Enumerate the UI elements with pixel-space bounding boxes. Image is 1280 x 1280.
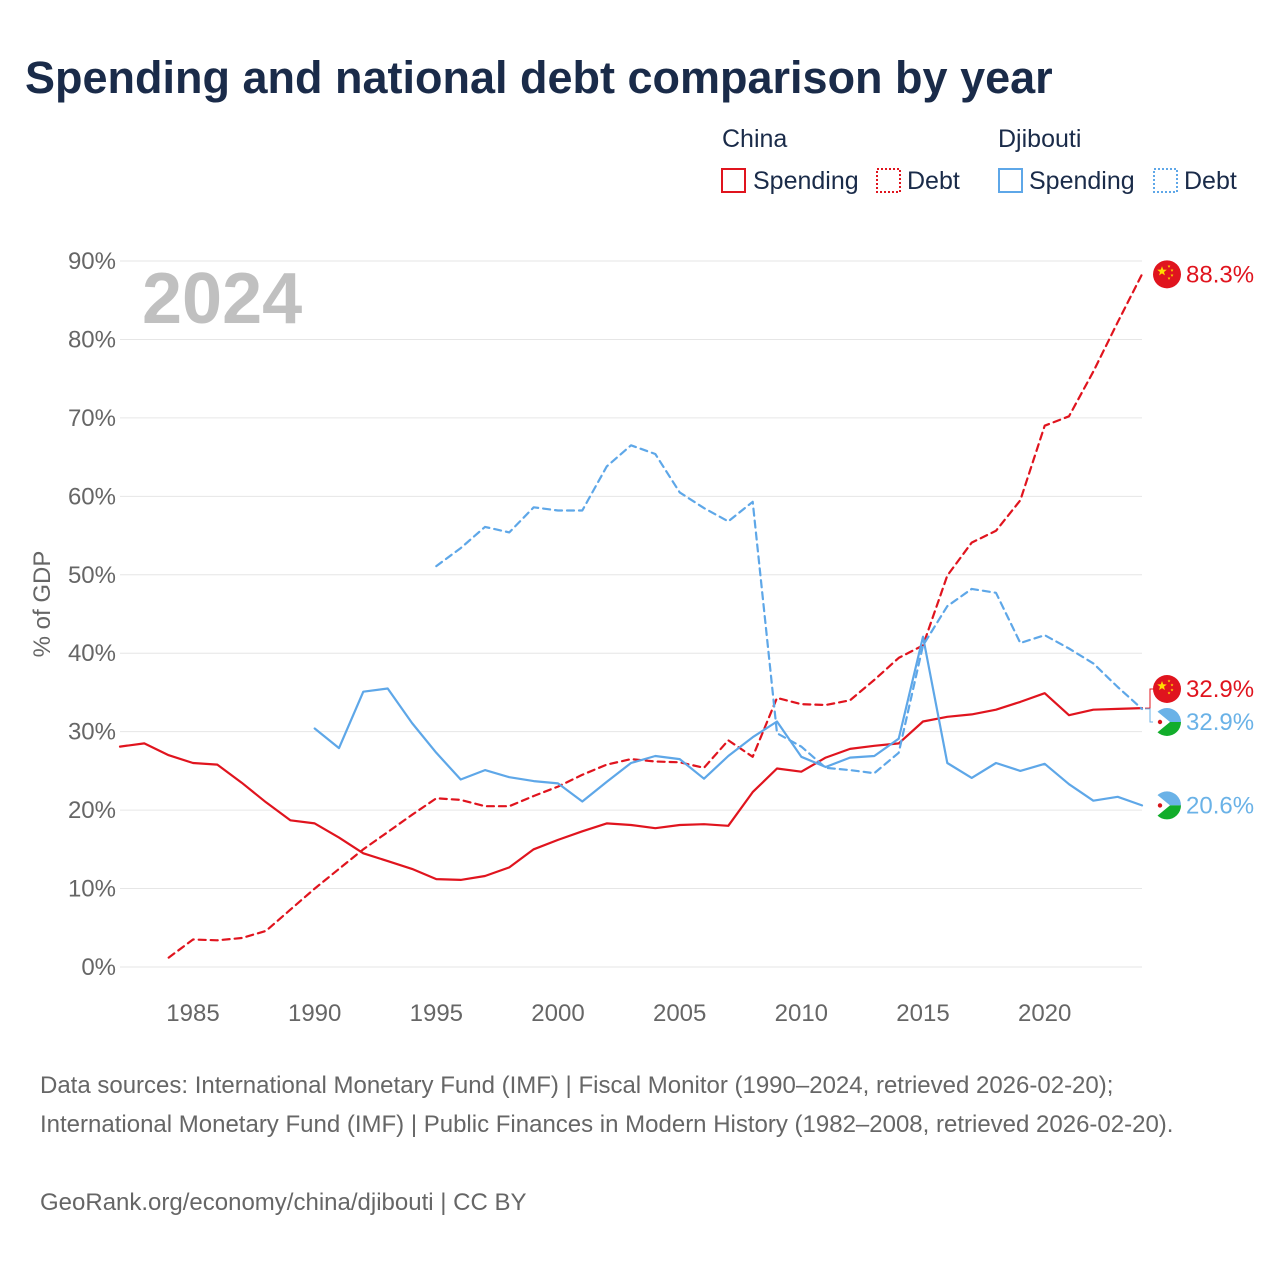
series-line-djibouti-spending[interactable] — [313, 635, 1144, 807]
grid — [120, 260, 1142, 968]
end-labels: 88.3% 32.9% 32.9% 20.6% — [1145, 260, 1254, 820]
end-label-djibouti-debt: 32.9% — [1186, 709, 1254, 736]
legend-swatch-china-spending — [721, 168, 746, 193]
y-tick-label: 50% — [68, 562, 116, 589]
china-flag-icon — [1153, 260, 1181, 289]
legend-item-china-debt[interactable]: Debt — [876, 167, 960, 195]
legend-item-djibouti-debt[interactable]: Debt — [1153, 167, 1237, 195]
legend-group-djibouti-label: Djibouti — [998, 125, 1081, 153]
y-tick-label: 90% — [68, 248, 116, 275]
y-tick-label: 70% — [68, 405, 116, 432]
legend-label-djibouti-debt: Debt — [1184, 167, 1237, 195]
series-line-china-spending[interactable] — [118, 692, 1144, 882]
legend-swatch-djibouti-debt — [1153, 168, 1178, 193]
y-tick-label: 60% — [68, 483, 116, 510]
djibouti-flag-icon — [1153, 791, 1181, 820]
year-watermark: 2024 — [142, 259, 302, 339]
x-tick-label: 2015 — [896, 1000, 949, 1027]
x-tick-label: 2010 — [775, 1000, 828, 1027]
series-line-china-debt[interactable] — [167, 273, 1144, 959]
legend-label-djibouti-spending: Spending — [1029, 167, 1135, 195]
legend-label-china-debt: Debt — [907, 167, 960, 195]
x-tick-label: 1995 — [410, 1000, 463, 1027]
x-tick-label: 2005 — [653, 1000, 706, 1027]
legend-swatch-china-debt — [876, 168, 901, 193]
series — [118, 273, 1144, 959]
y-tick-label: 40% — [68, 640, 116, 667]
x-axis-ticks: 1985 1990 1995 2000 2005 2010 2015 2020 — [166, 1000, 1071, 1027]
y-axis-label: % of GDP — [29, 551, 56, 658]
y-axis-ticks: 0% 10% 20% 30% 40% 50% 60% 70% 80% 90% — [68, 248, 116, 981]
legend-group-china-label: China — [722, 125, 787, 153]
legend[interactable]: China Djibouti Spending Debt Spending De… — [721, 125, 1237, 195]
legend-item-china-spending[interactable]: Spending — [721, 167, 859, 195]
y-tick-label: 10% — [68, 876, 116, 903]
legend-item-djibouti-spending[interactable]: Spending — [998, 167, 1135, 195]
y-tick-label: 0% — [81, 954, 116, 981]
china-flag-icon — [1153, 675, 1181, 703]
y-tick-label: 80% — [68, 326, 116, 353]
end-label-china-spending: 32.9% — [1186, 676, 1254, 703]
end-connector-china-spending — [1145, 688, 1155, 709]
end-connector-djibouti-debt — [1145, 708, 1155, 723]
x-tick-label: 1990 — [288, 1000, 341, 1027]
footer-credit[interactable]: GeoRank.org/economy/china/djibouti | CC … — [40, 1189, 527, 1216]
legend-label-china-spending: Spending — [753, 167, 859, 195]
series-line-djibouti-debt[interactable] — [435, 444, 1144, 775]
footer-sources: Data sources: International Monetary Fun… — [40, 1072, 1174, 1138]
djibouti-flag-icon — [1153, 708, 1181, 736]
x-tick-label: 2000 — [531, 1000, 584, 1027]
chart-title: Spending and national debt comparison by… — [25, 52, 1053, 103]
end-label-djibouti-spending: 20.6% — [1186, 792, 1254, 819]
y-tick-label: 20% — [68, 797, 116, 824]
legend-swatch-djibouti-spending — [998, 168, 1023, 193]
y-tick-label: 30% — [68, 719, 116, 746]
x-tick-label: 1985 — [166, 1000, 219, 1027]
x-tick-label: 2020 — [1018, 1000, 1071, 1027]
end-label-china-debt: 88.3% — [1186, 261, 1254, 288]
